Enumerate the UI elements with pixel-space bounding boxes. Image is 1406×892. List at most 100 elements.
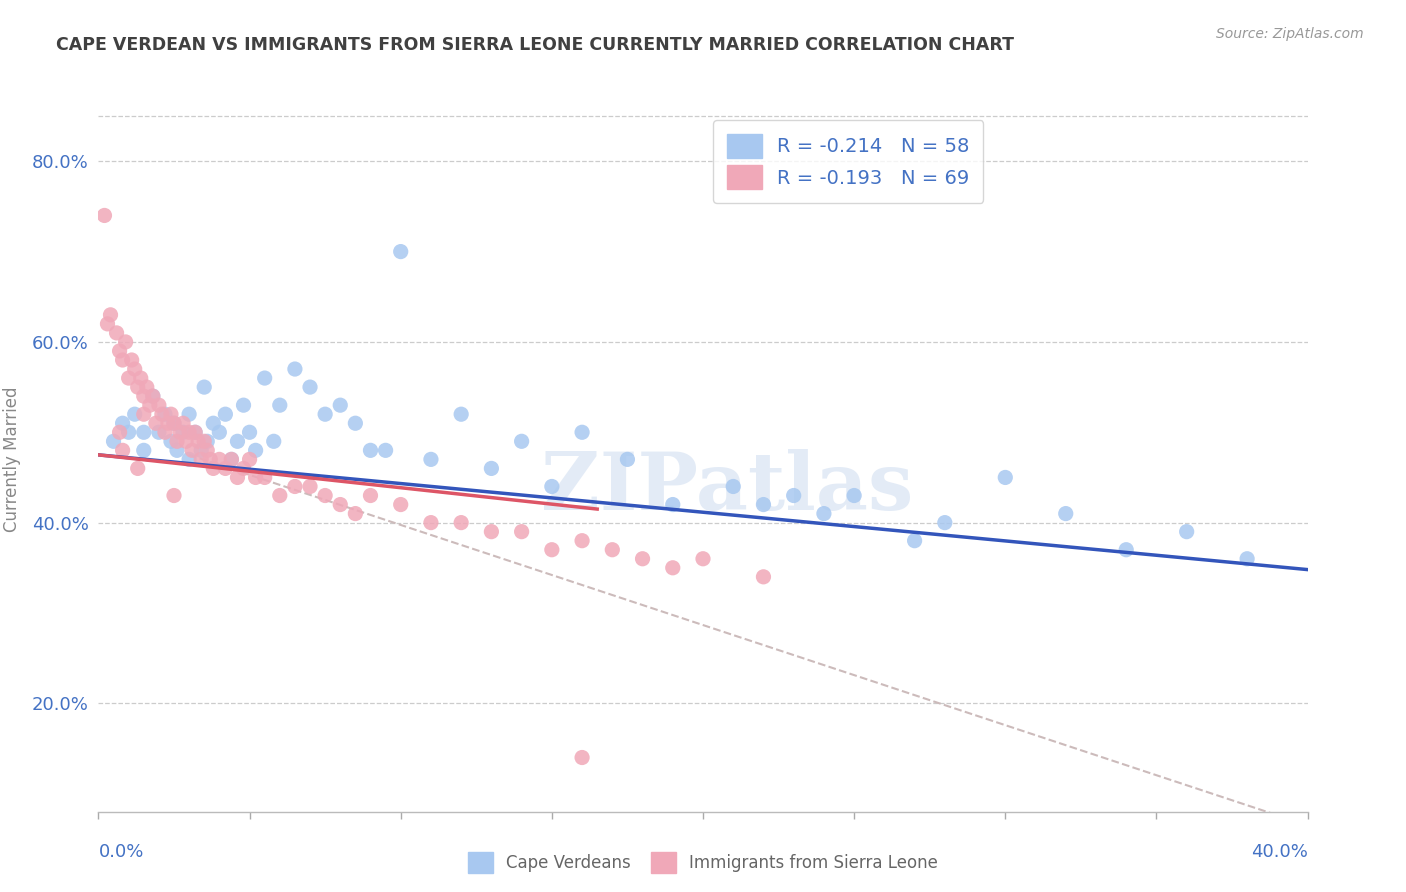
Point bbox=[571, 750, 593, 764]
Point bbox=[163, 416, 186, 430]
Point bbox=[360, 443, 382, 458]
Point bbox=[813, 507, 835, 521]
Point bbox=[108, 425, 131, 440]
Point bbox=[481, 524, 503, 539]
Point bbox=[108, 343, 131, 358]
Point bbox=[179, 407, 201, 421]
Point bbox=[571, 425, 593, 440]
Point bbox=[96, 317, 118, 331]
Point bbox=[214, 407, 236, 421]
Point bbox=[202, 416, 225, 430]
Point bbox=[239, 425, 262, 440]
Point bbox=[93, 209, 115, 223]
Text: ZIPatlas: ZIPatlas bbox=[541, 449, 914, 526]
Point bbox=[121, 353, 143, 368]
Point bbox=[179, 425, 201, 440]
Point bbox=[602, 542, 624, 557]
Point bbox=[329, 398, 352, 412]
Text: 0.0%: 0.0% bbox=[98, 843, 143, 862]
Point bbox=[540, 479, 562, 493]
Point bbox=[103, 434, 125, 449]
Point bbox=[148, 398, 170, 412]
Point bbox=[510, 524, 533, 539]
Point bbox=[269, 489, 291, 503]
Point bbox=[1175, 524, 1198, 539]
Point bbox=[450, 407, 472, 421]
Point bbox=[193, 380, 215, 394]
Point bbox=[118, 425, 141, 440]
Point bbox=[135, 380, 157, 394]
Point bbox=[208, 452, 231, 467]
Point bbox=[190, 452, 212, 467]
Point bbox=[389, 244, 412, 259]
Point bbox=[181, 443, 204, 458]
Point bbox=[145, 416, 167, 430]
Point bbox=[179, 452, 201, 467]
Point bbox=[232, 398, 254, 412]
Point bbox=[124, 362, 146, 376]
Text: Source: ZipAtlas.com: Source: ZipAtlas.com bbox=[1216, 27, 1364, 41]
Point bbox=[172, 425, 194, 440]
Point bbox=[200, 452, 222, 467]
Point bbox=[314, 489, 336, 503]
Point bbox=[661, 498, 683, 512]
Point bbox=[245, 443, 267, 458]
Point bbox=[153, 425, 176, 440]
Point bbox=[226, 434, 249, 449]
Point bbox=[245, 470, 267, 484]
Point bbox=[114, 334, 136, 349]
Point bbox=[314, 407, 336, 421]
Point bbox=[174, 434, 197, 449]
Point bbox=[214, 461, 236, 475]
Point bbox=[284, 362, 307, 376]
Point bbox=[172, 416, 194, 430]
Point bbox=[299, 380, 322, 394]
Point bbox=[111, 416, 134, 430]
Point bbox=[148, 425, 170, 440]
Point bbox=[129, 371, 152, 385]
Point bbox=[344, 507, 367, 521]
Point bbox=[661, 561, 683, 575]
Point bbox=[208, 425, 231, 440]
Point bbox=[142, 389, 165, 403]
Point bbox=[374, 443, 396, 458]
Point bbox=[540, 542, 562, 557]
Point bbox=[269, 398, 291, 412]
Point bbox=[239, 452, 262, 467]
Point bbox=[160, 407, 183, 421]
Point bbox=[263, 434, 285, 449]
Point bbox=[124, 407, 146, 421]
Point bbox=[163, 416, 186, 430]
Point bbox=[142, 389, 165, 403]
Point bbox=[163, 489, 186, 503]
Point bbox=[111, 443, 134, 458]
Point bbox=[232, 461, 254, 475]
Point bbox=[420, 452, 443, 467]
Point bbox=[111, 353, 134, 368]
Point bbox=[153, 407, 176, 421]
Point bbox=[253, 371, 276, 385]
Point bbox=[481, 461, 503, 475]
Point bbox=[692, 551, 714, 566]
Point bbox=[166, 443, 188, 458]
Point bbox=[299, 479, 322, 493]
Point bbox=[1054, 507, 1077, 521]
Point bbox=[934, 516, 956, 530]
Text: 40.0%: 40.0% bbox=[1251, 843, 1308, 862]
Point bbox=[253, 470, 276, 484]
Point bbox=[166, 434, 188, 449]
Point bbox=[752, 570, 775, 584]
Point bbox=[221, 452, 243, 467]
Point bbox=[160, 434, 183, 449]
Point bbox=[226, 470, 249, 484]
Point bbox=[420, 516, 443, 530]
Point bbox=[156, 416, 179, 430]
Point bbox=[150, 407, 173, 421]
Point bbox=[904, 533, 927, 548]
Point bbox=[184, 425, 207, 440]
Legend: Cape Verdeans, Immigrants from Sierra Leone: Cape Verdeans, Immigrants from Sierra Le… bbox=[461, 846, 945, 880]
Point bbox=[994, 470, 1017, 484]
Point bbox=[195, 443, 218, 458]
Point bbox=[100, 308, 122, 322]
Point bbox=[127, 461, 149, 475]
